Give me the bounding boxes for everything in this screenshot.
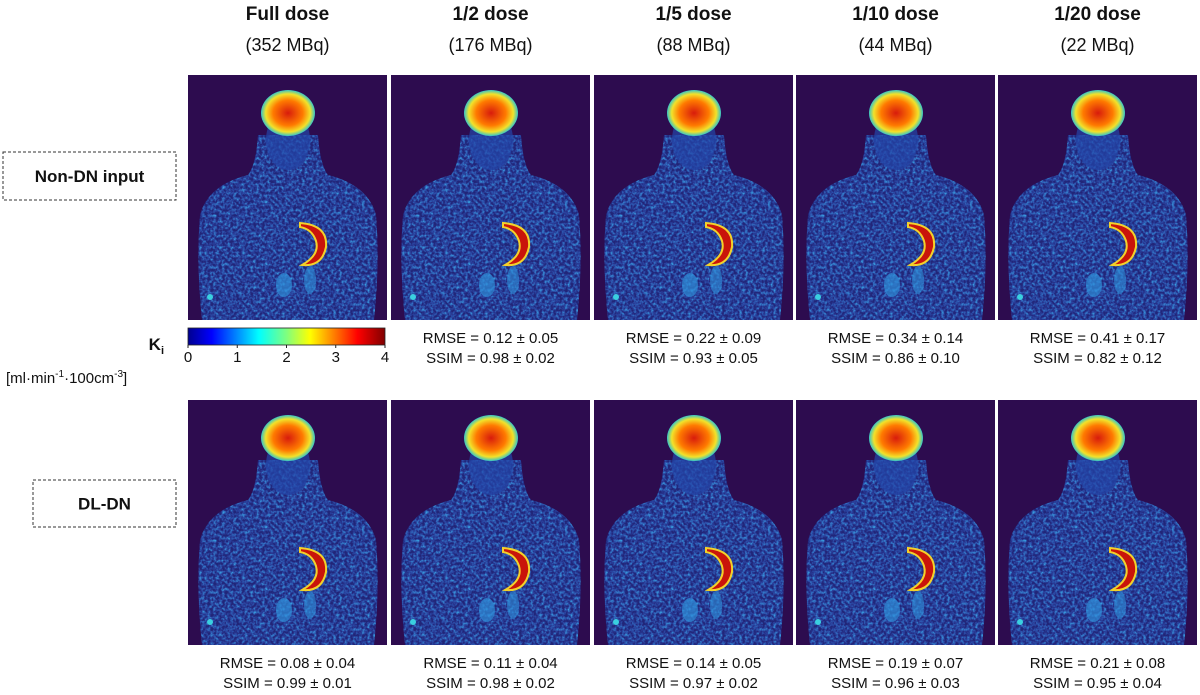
rmse-text: RMSE = 0.14 ± 0.05 xyxy=(626,655,761,672)
unit-text: ·100cm xyxy=(64,370,114,387)
unit-text: ] xyxy=(123,370,127,387)
ssim-text: SSIM = 0.86 ± 0.10 xyxy=(831,350,960,367)
column-subtitle: (352 MBq) xyxy=(245,35,329,55)
column-subtitle: (44 MBq) xyxy=(858,35,932,55)
colorbar-tick-label: 4 xyxy=(381,349,389,366)
row-label: Non-DN input xyxy=(35,167,145,186)
row-label-box xyxy=(32,479,177,528)
column-title: Full dose xyxy=(246,4,329,25)
column-title: 1/10 dose xyxy=(852,4,939,25)
unit-superscript: -3 xyxy=(114,369,123,380)
column-title: 1/20 dose xyxy=(1054,4,1141,25)
rmse-text: RMSE = 0.08 ± 0.04 xyxy=(220,655,355,672)
scan-image xyxy=(796,400,995,645)
column-title: 1/2 dose xyxy=(452,4,528,25)
ssim-text: SSIM = 0.98 ± 0.02 xyxy=(426,675,555,692)
colorbar-symbol: Ki xyxy=(149,335,164,357)
colorbar-tick-label: 1 xyxy=(233,349,241,366)
ssim-text: SSIM = 0.97 ± 0.02 xyxy=(629,675,758,692)
row-label-box xyxy=(2,151,177,201)
rmse-text: RMSE = 0.22 ± 0.09 xyxy=(626,330,761,347)
scan-image xyxy=(998,400,1197,645)
unit-text: [ml·min xyxy=(6,370,55,387)
colorbar-unit: [ml·min-1·100cm-3] xyxy=(6,369,127,387)
column-subtitle: (176 MBq) xyxy=(448,35,532,55)
symbol-main: K xyxy=(149,335,162,354)
scan-image xyxy=(796,75,995,320)
rmse-text: RMSE = 0.34 ± 0.14 xyxy=(828,330,963,347)
unit-superscript: -1 xyxy=(55,369,64,380)
ssim-text: SSIM = 0.82 ± 0.12 xyxy=(1033,350,1162,367)
rmse-text: RMSE = 0.19 ± 0.07 xyxy=(828,655,963,672)
colorbar-tick-label: 3 xyxy=(332,349,340,366)
scan-image xyxy=(188,75,387,320)
column-subtitle: (88 MBq) xyxy=(656,35,730,55)
scan-image xyxy=(391,400,590,645)
symbol-sub: i xyxy=(161,345,164,357)
scan-image xyxy=(594,75,793,320)
column-subtitle: (22 MBq) xyxy=(1060,35,1134,55)
scan-image xyxy=(188,400,387,645)
rmse-text: RMSE = 0.12 ± 0.05 xyxy=(423,330,558,347)
ssim-text: SSIM = 0.95 ± 0.04 xyxy=(1033,675,1162,692)
rmse-text: RMSE = 0.21 ± 0.08 xyxy=(1030,655,1165,672)
colorbar xyxy=(187,327,386,346)
rmse-text: RMSE = 0.41 ± 0.17 xyxy=(1030,330,1165,347)
row-label: DL-DN xyxy=(78,495,131,514)
scan-image xyxy=(391,75,590,320)
ssim-text: SSIM = 0.96 ± 0.03 xyxy=(831,675,960,692)
column-title: 1/5 dose xyxy=(655,4,731,25)
scan-image xyxy=(594,400,793,645)
scan-image xyxy=(998,75,1197,320)
ssim-text: SSIM = 0.98 ± 0.02 xyxy=(426,350,555,367)
ssim-text: SSIM = 0.93 ± 0.05 xyxy=(629,350,758,367)
colorbar-tick-label: 0 xyxy=(184,349,192,366)
colorbar-tick-label: 2 xyxy=(282,349,290,366)
ssim-text: SSIM = 0.99 ± 0.01 xyxy=(223,675,352,692)
rmse-text: RMSE = 0.11 ± 0.04 xyxy=(423,655,557,672)
